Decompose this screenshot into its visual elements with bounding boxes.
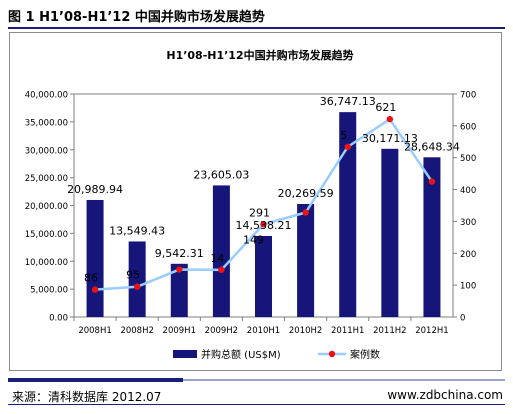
line-data-label: 621 xyxy=(375,101,396,114)
line-marker xyxy=(344,143,351,151)
x-tick-label: 2012H1 xyxy=(415,326,448,336)
y-left-tick-label: 40,000.00 xyxy=(25,91,68,101)
bar xyxy=(170,263,188,317)
line-data-label: 5 xyxy=(340,129,347,142)
bar-data-label: 23,605.03 xyxy=(193,168,249,181)
x-tick-label: 2010H2 xyxy=(289,326,322,336)
line-marker xyxy=(428,178,436,185)
y-right-tick-label: 100 xyxy=(460,282,476,292)
legend-marker xyxy=(328,350,336,358)
bar-data-label: 13,549.43 xyxy=(109,224,165,237)
axes-group: 0.005,000.0010,000.0015,000.0020,000.002… xyxy=(25,91,477,337)
y-left-tick-label: 25,000.00 xyxy=(25,174,68,184)
line-group xyxy=(91,115,436,293)
bar xyxy=(339,112,357,317)
bar xyxy=(255,235,272,317)
line-data-label: 95 xyxy=(126,269,140,282)
chart-svg: H1’08-H1’12中国并购市场发展趋势 0.00 5,000.00 10,000… xyxy=(25,48,477,361)
y-left-tick-label: 5,000.00 xyxy=(30,286,68,296)
bar-data-label: 36,747.13 xyxy=(320,95,376,108)
line-marker xyxy=(91,286,99,293)
x-tick-label: 2008H2 xyxy=(120,326,153,336)
line-marker xyxy=(386,115,394,123)
y-right-tick-label: 200 xyxy=(460,250,476,260)
y-right-tick-label: 700 xyxy=(460,91,476,101)
line-data-label: 149 xyxy=(243,233,264,246)
y-left-tick-label: 15,000.00 xyxy=(25,230,68,240)
chart-title: H1’08-H1’12中国并购市场发展趋势 xyxy=(166,48,353,62)
bar-data-label: 14,538.21 xyxy=(236,219,292,232)
line-data-label: 291 xyxy=(249,206,270,219)
footer-bar-dark xyxy=(8,378,183,382)
bar-data-label: 9,542.31 xyxy=(155,247,204,260)
x-tick-label: 2010H1 xyxy=(247,326,280,336)
line-marker xyxy=(260,221,267,228)
legend-swatch-bar xyxy=(173,350,197,358)
line-marker xyxy=(176,266,183,273)
footer-bar-light xyxy=(183,379,505,381)
y-right-tick-label: 0 xyxy=(460,314,465,324)
y-left-tick-label: 10,000.00 xyxy=(25,258,68,268)
bar-data-label: 20,989.94 xyxy=(67,183,123,196)
bar-data-label: 30,171.13 xyxy=(362,132,418,145)
y-right-tick-label: 600 xyxy=(460,122,476,132)
bar xyxy=(86,199,104,317)
line-data-label: 86 xyxy=(84,272,98,285)
legend-label-bar: 并购总额 (US$M) xyxy=(201,348,281,361)
bars-group xyxy=(86,112,441,317)
y-right-tick-label: 500 xyxy=(460,154,476,164)
y-left-tick-label: 20,000.00 xyxy=(25,202,68,212)
bar-data-label: 20,269.59 xyxy=(278,187,334,200)
line-marker xyxy=(302,209,309,216)
bar-data-label: 28,648.34 xyxy=(404,140,460,153)
y-left-tick-label: 30,000.00 xyxy=(25,146,68,156)
x-tick-label: 2011H2 xyxy=(373,326,406,336)
x-tick-label: 2011H1 xyxy=(331,326,364,336)
source-text: 来源：清科数据库 2012.07 xyxy=(12,390,162,404)
y-right-tick-label: 400 xyxy=(460,186,476,196)
x-tick-label: 2009H2 xyxy=(205,326,238,336)
bar xyxy=(212,185,230,317)
bar xyxy=(297,203,315,317)
line-data-label: 14 xyxy=(210,252,224,265)
figure-title: 图 1 H1’08-H1’12 中国并购市场发展趋势 xyxy=(8,10,265,25)
y-right-tick-label: 300 xyxy=(460,218,476,228)
x-tick-label: 2009H1 xyxy=(163,326,196,336)
website-text: www.zdbchina.com xyxy=(387,388,503,402)
legend-label-line: 案例数 xyxy=(350,348,380,361)
title-rule xyxy=(8,27,505,29)
line-marker xyxy=(218,266,225,274)
y-left-tick-label: 35,000.00 xyxy=(25,118,68,128)
x-tick-label: 2008H1 xyxy=(78,326,111,336)
legend: 并购总额 (US$M) 案例数 xyxy=(173,348,380,361)
line-marker xyxy=(133,283,141,290)
bar xyxy=(423,157,441,317)
bar xyxy=(381,148,399,317)
chart-frame: H1’08-H1’12中国并购市场发展趋势 0.00 5,000.00 10,000… xyxy=(9,32,502,371)
bar xyxy=(128,241,146,317)
y-left-tick-label: 0.00 xyxy=(49,314,68,324)
data-labels-group: 20,989.94 13,549.43 9,542.31 23,605.03 14,53… xyxy=(67,95,460,284)
footer-rule xyxy=(8,404,505,405)
